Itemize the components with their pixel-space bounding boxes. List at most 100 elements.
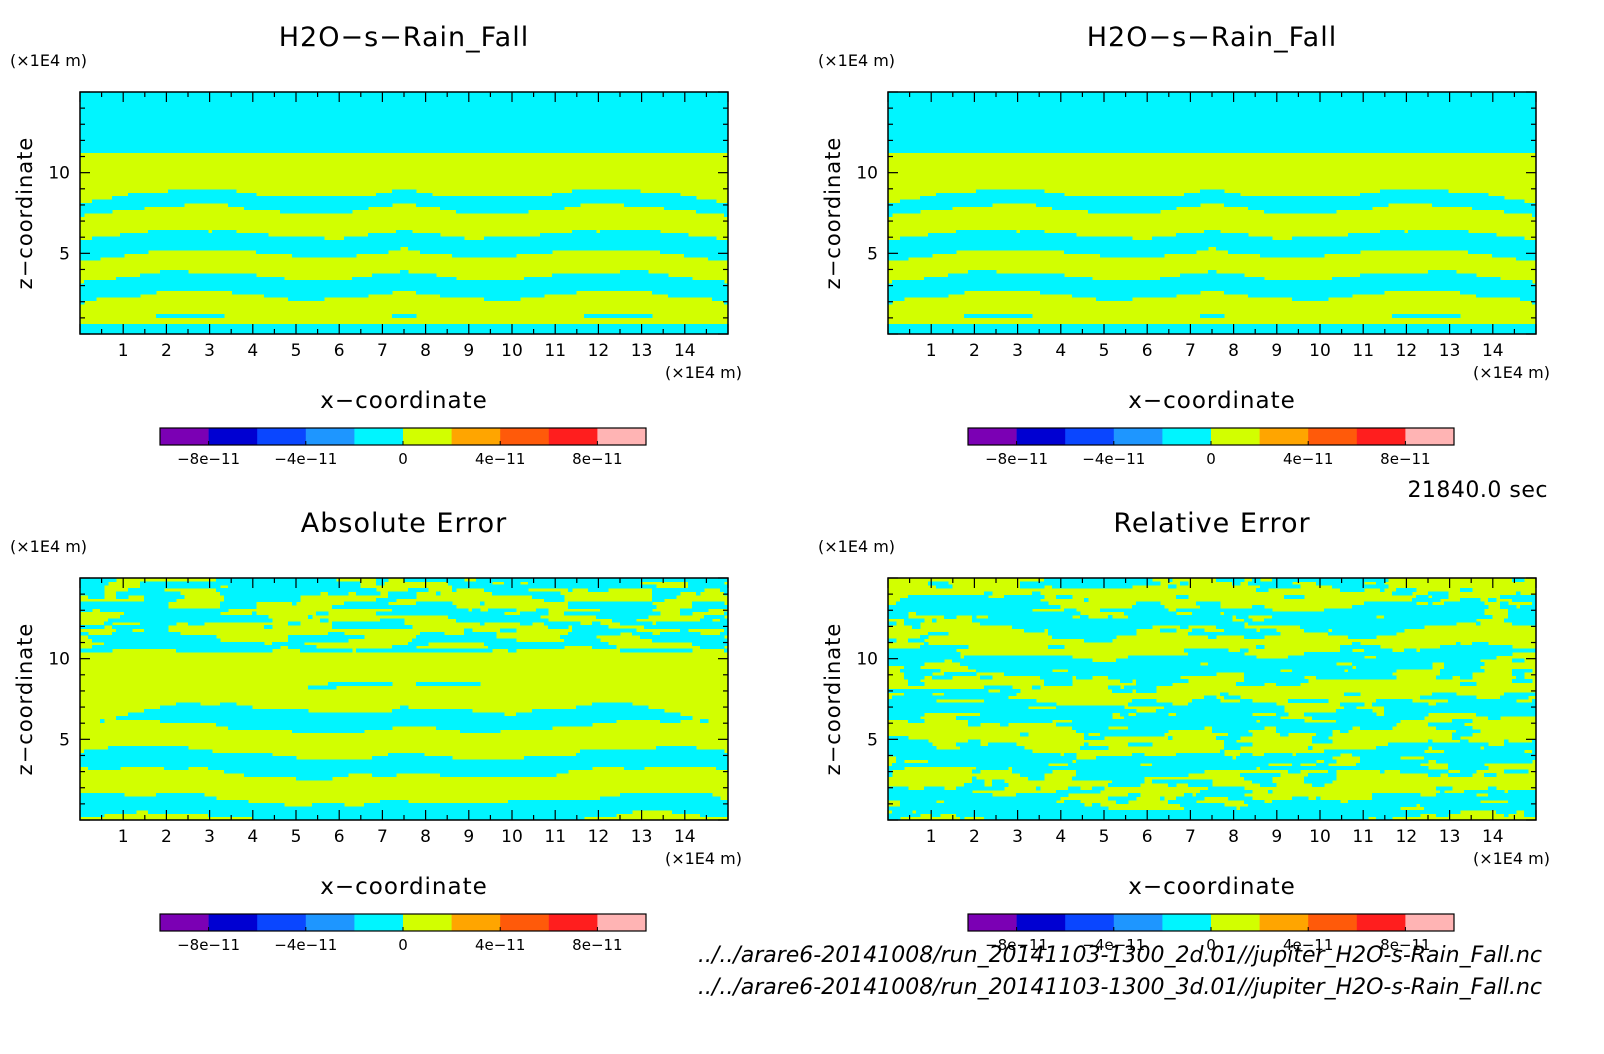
heatmap-cell (984, 685, 1013, 690)
x-tick-label: 11 (1352, 341, 1374, 361)
heatmap-cell (1504, 692, 1537, 697)
heatmap-cell (572, 229, 597, 234)
heatmap-cell (80, 759, 729, 764)
heatmap-cell (1076, 772, 1189, 777)
heatmap-cell (1084, 598, 1089, 603)
heatmap-cell (412, 638, 517, 643)
heatmap-cell (1352, 752, 1537, 757)
heatmap-cell (920, 645, 969, 650)
heatmap-cell (372, 756, 453, 761)
heatmap-cell (1456, 641, 1461, 646)
colorbar-swatch (1016, 428, 1066, 445)
heatmap-cell (292, 253, 357, 258)
heatmap-cell (1132, 604, 1165, 609)
heatmap-cell (112, 196, 697, 201)
heatmap-cell (1192, 699, 1221, 703)
heatmap-cell (392, 645, 417, 650)
heatmap-cell (392, 608, 469, 613)
heatmap-cell (156, 793, 205, 798)
colorbar-swatch (1308, 428, 1358, 445)
heatmap-cell (436, 591, 441, 596)
time-label: 21840.0 sec (1407, 478, 1548, 503)
colorbar-swatch (1211, 914, 1260, 931)
colorbar-tick-label: 4e−11 (1283, 936, 1333, 954)
heatmap-cell (888, 816, 901, 821)
heatmap-cell (656, 746, 697, 751)
heatmap-cell (548, 625, 569, 630)
heatmap-cell (492, 591, 561, 596)
heatmap-cell (888, 142, 1537, 147)
heatmap-cell (544, 598, 565, 603)
heatmap-cell (1076, 769, 1205, 774)
y-tick-label: 5 (59, 244, 70, 264)
y-axis-unit: (×1E4 m) (818, 51, 895, 70)
heatmap-cell (1512, 668, 1533, 673)
heatmap-cell (1224, 611, 1485, 616)
heatmap-cell (1116, 658, 1481, 663)
heatmap-cell (692, 601, 725, 606)
heatmap-cell (1384, 705, 1537, 710)
heatmap-cell (1160, 796, 1165, 801)
heatmap-cell (1424, 756, 1537, 761)
heatmap-cell (160, 719, 617, 724)
heatmap-cell (956, 229, 1017, 234)
heatmap-cell (1020, 581, 1161, 586)
heatmap-cell (148, 229, 209, 234)
heatmap-cell (168, 189, 237, 194)
heatmap-cell (488, 645, 565, 650)
heatmap-cell (80, 625, 105, 630)
heatmap-cell (228, 725, 393, 730)
heatmap-cell (1176, 233, 1249, 238)
heatmap-cell (404, 578, 465, 582)
heatmap-cell (1176, 594, 1189, 599)
heatmap-cell (80, 246, 401, 251)
heatmap-cell (1128, 793, 1141, 798)
heatmap-cell (1360, 725, 1393, 730)
heatmap-cell (80, 239, 729, 244)
colorbar: −8e−11 −4e−11 0 4e−11 8e−11 (967, 913, 1455, 954)
heatmap-cell (112, 631, 181, 636)
heatmap-cell (916, 809, 1461, 814)
heatmap-cell (1232, 581, 1241, 586)
heatmap-cell (692, 641, 729, 646)
heatmap-cell (900, 799, 937, 804)
heatmap-cell (484, 588, 529, 593)
heatmap-cell (888, 246, 1209, 251)
heatmap-cell (1108, 685, 1121, 690)
heatmap-cell (980, 621, 1245, 626)
heatmap-cell (960, 746, 1025, 751)
heatmap-cell (524, 756, 729, 761)
colorbar-swatch (1356, 428, 1406, 445)
heatmap-cell (464, 628, 473, 633)
x-tick-label: 5 (1099, 827, 1110, 847)
heatmap-cell (888, 766, 905, 771)
heatmap-cell (440, 772, 557, 777)
heatmap-cell (80, 631, 89, 636)
heatmap-cell (932, 675, 953, 680)
heatmap-cell (408, 641, 429, 646)
heatmap-cell (224, 598, 301, 603)
heatmap-cell (1244, 678, 1309, 683)
heatmap-cell (988, 614, 1073, 619)
heatmap-cell (356, 648, 493, 653)
heatmap-cell (1212, 729, 1249, 734)
heatmap-cell (1196, 601, 1221, 606)
heatmap-cell (480, 621, 485, 626)
colorbar-tick-label: 0 (398, 450, 408, 468)
heatmap-cell (1348, 635, 1377, 640)
heatmap-cell (1076, 675, 1093, 680)
heatmap-cell (1072, 293, 1177, 298)
heatmap-cell (1260, 783, 1277, 787)
heatmap-cell (1452, 735, 1461, 740)
heatmap-cell (1208, 635, 1217, 640)
heatmap-cell (1508, 608, 1537, 613)
heatmap-cell (896, 759, 905, 764)
heatmap-cell (908, 638, 925, 643)
heatmap-cell (1484, 772, 1497, 777)
heatmap-cell (1136, 601, 1161, 606)
heatmap-cell (1216, 735, 1241, 740)
heatmap-cell (1428, 772, 1441, 777)
heatmap-cell (1316, 581, 1365, 586)
heatmap-cell (80, 300, 85, 305)
heatmap-cell (576, 752, 729, 757)
